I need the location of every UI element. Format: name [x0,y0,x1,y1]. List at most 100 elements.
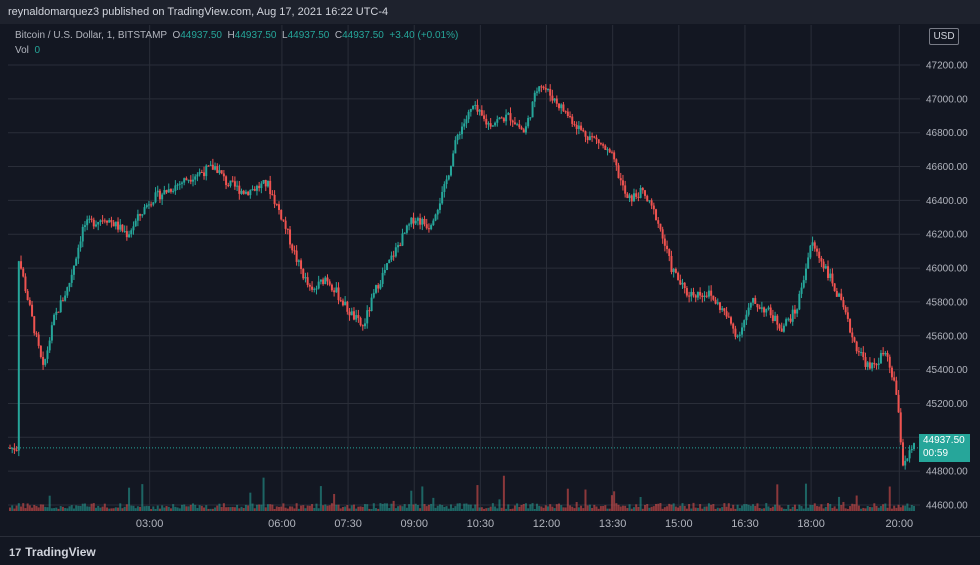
volume-bar [220,507,223,511]
candle-body [692,291,695,296]
volume-bar [897,504,900,511]
volume-bar [231,506,234,511]
volume-bar [139,506,142,511]
candle-body [621,180,624,186]
candle-body [90,218,93,220]
candle-body [743,320,746,328]
volume-bar [454,506,457,511]
candle-body [445,179,448,185]
candle-body [410,217,413,225]
volume-bar [211,508,214,511]
volume-bar [670,504,673,511]
volume-bar [24,508,27,511]
candle-body [366,310,369,324]
volume-bar [813,503,816,511]
candle-body [427,228,430,230]
candle-body [560,104,563,109]
candle-body [134,220,137,227]
vol-label: Vol [15,45,29,56]
candle-body [699,291,702,296]
volume-bar [566,488,569,511]
volume-bar [233,507,236,511]
candle-body [64,295,67,301]
candle-body [375,285,378,293]
volume-bar [774,504,777,511]
volume-bar [379,503,382,511]
volume-bar [752,504,755,511]
volume-bar [540,506,543,511]
candle-body [75,258,78,266]
candle-body [103,220,106,222]
volume-bar [703,506,706,511]
candle-body [610,152,613,154]
volume-bar [176,507,179,511]
candle-body [357,315,360,318]
candle-body [408,224,411,226]
candle-body [760,307,763,309]
volume-bar [99,507,102,511]
candle-body [68,282,71,288]
candle-body [70,274,73,283]
volume-bar [791,506,794,511]
volume-bar [782,508,785,511]
candle-body [15,450,18,452]
volume-bar [269,504,272,511]
candle-body [712,295,715,300]
candle-body [249,189,252,196]
candle-body [580,125,583,130]
volume-bar [463,503,466,511]
candle-body [472,105,475,109]
volume-bar [562,507,565,511]
candle-body [626,193,629,199]
candle-body [591,136,594,138]
candle-body [187,179,190,181]
candle-body [72,265,75,275]
volume-bar [491,503,494,511]
currency-button[interactable]: USD [929,28,959,45]
tradingview-logo[interactable]: 17 TradingView [9,545,96,559]
volume-bar [657,503,660,511]
price-chart[interactable] [8,25,920,511]
candle-body [615,159,618,166]
volume-bar [815,506,818,511]
candle-body [818,251,821,259]
candle-body [273,194,276,205]
volume-bar [242,507,245,511]
candle-body [79,241,82,248]
volume-bar [35,506,38,511]
candle-body [763,307,766,313]
candle-body [701,295,704,298]
volume-bar [619,506,622,511]
volume-bar [831,507,834,511]
chart-area[interactable] [0,24,980,536]
volume-bar [322,505,325,511]
candle-body [266,180,269,187]
volume-bar [862,507,865,511]
volume-bar [652,506,655,511]
volume-bar [714,508,717,511]
volume-bar [866,505,869,511]
candle-body [813,242,816,249]
candle-body [452,153,455,167]
chart-pane[interactable] [8,25,920,511]
candle-body [339,300,342,302]
volume-bar [341,507,344,511]
candle-body [635,193,638,197]
volume-bar [846,508,849,511]
volume-bar [584,489,587,511]
volume-bar [423,504,426,511]
candle-body [754,298,757,304]
volume-bar [189,504,192,511]
candle-body [897,394,900,413]
volume-bar [886,507,889,511]
candle-body [511,120,514,123]
volume-bar [632,507,635,511]
volume-bar [20,506,23,511]
volume-bar [809,504,812,511]
candle-body [209,164,212,166]
candle-body [333,290,336,293]
volume-bar [908,507,911,511]
volume-bar [558,503,561,511]
volume-bar [745,504,748,511]
volume-bar [185,506,188,511]
